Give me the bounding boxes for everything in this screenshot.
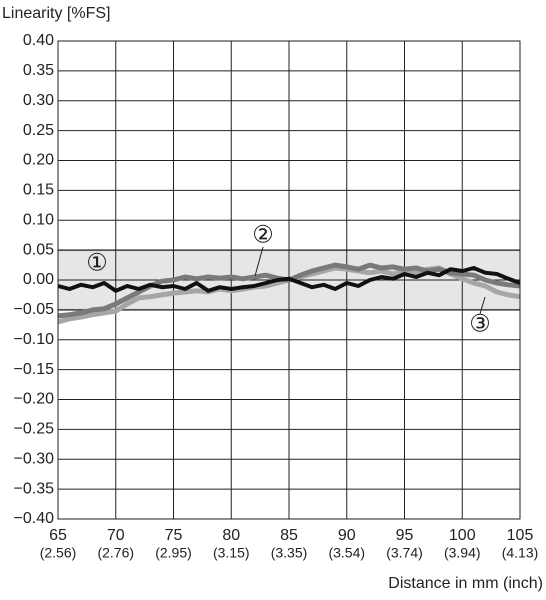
x-tick-inch-label: (2.76) <box>97 545 134 561</box>
x-tick-label: 95 <box>396 527 414 544</box>
y-tick-label: −0.35 <box>14 480 55 497</box>
y-tick-label: 0.15 <box>23 182 54 199</box>
y-axis-title: Linearity [%FS] <box>2 5 110 22</box>
y-tick-label: 0.20 <box>23 152 54 169</box>
label-leader <box>479 296 486 315</box>
y-tick-label: 0.40 <box>23 32 54 49</box>
x-tick-inch-label: (3.15) <box>213 545 250 561</box>
x-axis-title: Distance in mm (inch) <box>388 575 543 592</box>
x-tick-label: 75 <box>165 527 183 544</box>
y-tick-label: 0.30 <box>23 92 54 109</box>
series-line <box>57 266 521 293</box>
x-tick-inch-label: (3.35) <box>271 545 308 561</box>
series-label: ③ <box>469 310 491 337</box>
x-tick-inch-label: (2.56) <box>40 545 77 561</box>
y-tick-label: 0.25 <box>23 122 54 139</box>
label-leader <box>254 246 264 277</box>
x-tick-label: 90 <box>338 527 356 544</box>
x-tick-inch-label: (4.13) <box>502 545 539 561</box>
y-tick-label: −0.15 <box>14 361 55 378</box>
x-tick-label: 85 <box>280 527 298 544</box>
series-label: ② <box>252 221 274 248</box>
x-tick-label: 65 <box>49 527 67 544</box>
x-tick-inch-label: (3.54) <box>328 545 365 561</box>
x-tick-label: 70 <box>107 527 125 544</box>
y-tick-label: −0.10 <box>14 331 55 348</box>
x-tick-label: 80 <box>222 527 240 544</box>
x-tick-label: 100 <box>449 527 476 544</box>
x-tick-label: 105 <box>507 527 534 544</box>
x-tick-inch-label: (3.94) <box>444 545 481 561</box>
plot-frame <box>57 40 521 520</box>
y-tick-label: −0.30 <box>14 450 55 467</box>
x-tick-inch-label: (3.74) <box>386 545 423 561</box>
y-tick-label: 0.35 <box>23 62 54 79</box>
y-tick-label: −0.25 <box>14 421 55 438</box>
y-tick-label: 0.05 <box>23 241 54 258</box>
y-tick-label: −0.40 <box>14 510 55 527</box>
y-tick-label: −0.20 <box>14 391 55 408</box>
series-label: ① <box>86 249 108 276</box>
y-tick-label: 0.10 <box>23 211 54 228</box>
y-tick-label: −0.05 <box>14 301 55 318</box>
y-tick-label: 0.00 <box>23 271 54 288</box>
x-tick-inch-label: (2.95) <box>155 545 192 561</box>
